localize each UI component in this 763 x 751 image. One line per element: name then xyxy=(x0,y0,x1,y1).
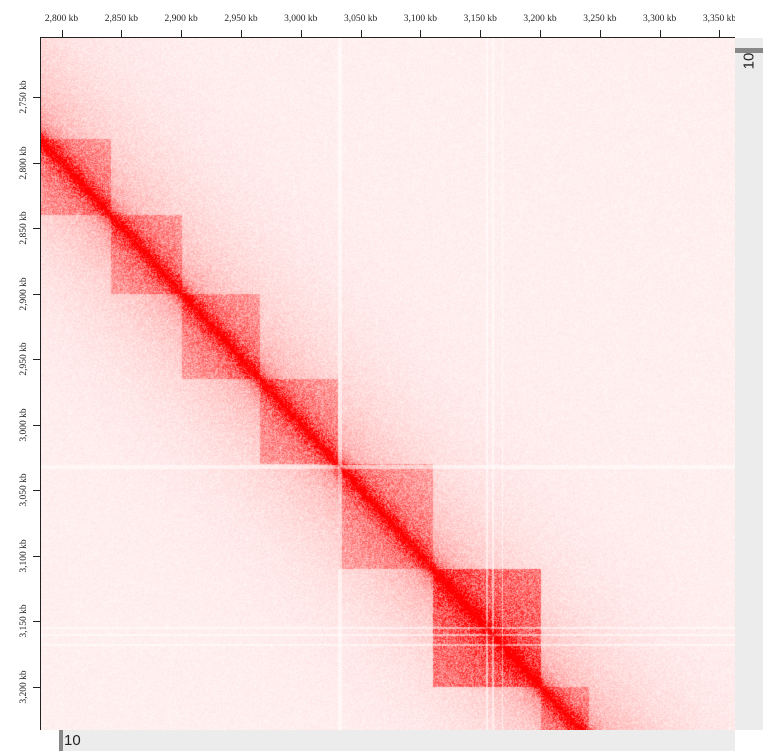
left-axis-tick-label: 3,150 kb xyxy=(19,604,29,638)
top-axis-tick-label: 2,900 kb xyxy=(164,14,198,24)
top-axis-tick xyxy=(181,30,183,37)
horizontal-track-label: 10 xyxy=(64,732,81,749)
left-axis-tick xyxy=(33,555,40,557)
top-axis-tick xyxy=(719,30,721,37)
left-axis-tick xyxy=(33,293,40,295)
horizontal-track-resize-handle[interactable] xyxy=(59,730,63,751)
top-axis-tick xyxy=(360,30,362,37)
top-axis-tick xyxy=(300,30,302,37)
vertical-track-label: 10 xyxy=(738,46,760,76)
left-axis-tick-label: 2,750 kb xyxy=(19,80,29,114)
top-axis-tick-label: 3,250 kb xyxy=(583,14,617,24)
left-axis-tick-label: 2,900 kb xyxy=(19,276,29,311)
left-axis-tick xyxy=(33,686,40,688)
top-axis-tick-label: 3,050 kb xyxy=(343,14,378,24)
top-axis-tick-label: 3,100 kb xyxy=(403,14,438,24)
top-axis-tick-label: 2,800 kb xyxy=(44,14,79,24)
top-axis-tick-label: 2,950 kb xyxy=(224,14,258,24)
left-axis-tick xyxy=(33,96,40,98)
left-axis-tick xyxy=(33,490,40,492)
top-axis-tick-label: 2,850 kb xyxy=(104,14,138,24)
left-axis-tick-label: 3,050 kb xyxy=(19,473,29,507)
left-axis-tick-label: 2,800 kb xyxy=(19,145,29,180)
top-axis-tick xyxy=(659,30,661,37)
left-axis-tick-label: 3,200 kb xyxy=(19,670,29,704)
top-axis-tick xyxy=(420,30,422,37)
top-coordinate-axis: 2,800 kb 2,850 kb 2,900 kb 2,950 kb 3,000 kb… xyxy=(40,0,735,38)
top-axis-tick-label: 3,350 kb xyxy=(702,14,735,24)
left-axis-tick xyxy=(33,228,40,230)
left-axis-tick xyxy=(33,424,40,426)
left-axis-tick xyxy=(33,621,40,623)
top-axis-tick-label: 3,150 kb xyxy=(463,14,497,24)
left-axis-tick-label: 3,000 kb xyxy=(19,408,29,442)
top-axis-tick-label: 3,300 kb xyxy=(643,14,677,24)
horizontal-track-panel[interactable]: 10 xyxy=(59,730,735,751)
top-axis-tick-label: 3,000 kb xyxy=(284,14,318,24)
vertical-track-label-text: 10 xyxy=(740,52,758,70)
left-coordinate-axis: 2,750 kb 2,800 kb 2,850 kb 2,900 kb 2,950 kb… xyxy=(0,38,41,730)
top-axis-tick xyxy=(61,30,63,37)
top-axis-tick xyxy=(540,30,542,37)
top-axis-tick xyxy=(480,30,482,37)
left-axis-tick-label: 3,100 kb xyxy=(19,539,29,573)
top-axis-tick xyxy=(240,30,242,37)
left-axis-tick xyxy=(33,359,40,361)
left-axis-tick-label: 2,950 kb xyxy=(19,342,29,376)
top-axis-tick xyxy=(121,30,123,37)
left-axis-tick xyxy=(33,162,40,164)
heatmap-canvas[interactable] xyxy=(41,38,735,730)
top-axis-tick xyxy=(599,30,601,37)
top-axis-tick-label: 3,200 kb xyxy=(523,14,557,24)
vertical-track-resize-handle[interactable] xyxy=(735,48,763,53)
left-axis-tick-label: 2,850 kb xyxy=(19,211,29,245)
contact-heatmap[interactable] xyxy=(41,38,735,730)
left-axis-line xyxy=(40,38,41,730)
top-axis-line xyxy=(40,37,735,38)
vertical-track-panel[interactable]: 10 xyxy=(735,38,763,730)
